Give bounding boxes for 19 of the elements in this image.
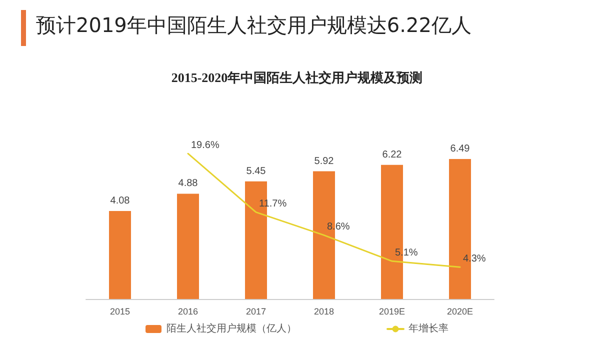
- chart-subtitle: 2015-2020年中国陌生人社交用户规模及预测: [171, 70, 423, 85]
- bar: [109, 210, 131, 299]
- x-tick-label: 2018: [314, 306, 334, 316]
- legend-label: 陌生人社交用户规模（亿人）: [166, 322, 296, 334]
- x-tick-label: 2017: [246, 306, 266, 316]
- x-tick-label: 2016: [178, 306, 198, 316]
- data-label: 6.22: [382, 149, 402, 160]
- data-label: 19.6%: [191, 140, 220, 152]
- legend-label: 年增长率: [408, 322, 448, 334]
- chart-title: 预计2019年中国陌生人社交用户规模达6.22亿人: [36, 12, 472, 39]
- x-tick-label: 2020E: [446, 306, 474, 316]
- data-label: 4.08: [110, 195, 130, 206]
- data-label: 6.49: [450, 144, 470, 154]
- data-label: 4.88: [178, 178, 198, 190]
- bar: [177, 194, 199, 299]
- x-tick-label: 2015: [110, 306, 130, 316]
- x-tick-label: 2019E: [378, 306, 406, 316]
- data-label: 5.45: [246, 166, 266, 177]
- data-label: 5.92: [314, 156, 334, 167]
